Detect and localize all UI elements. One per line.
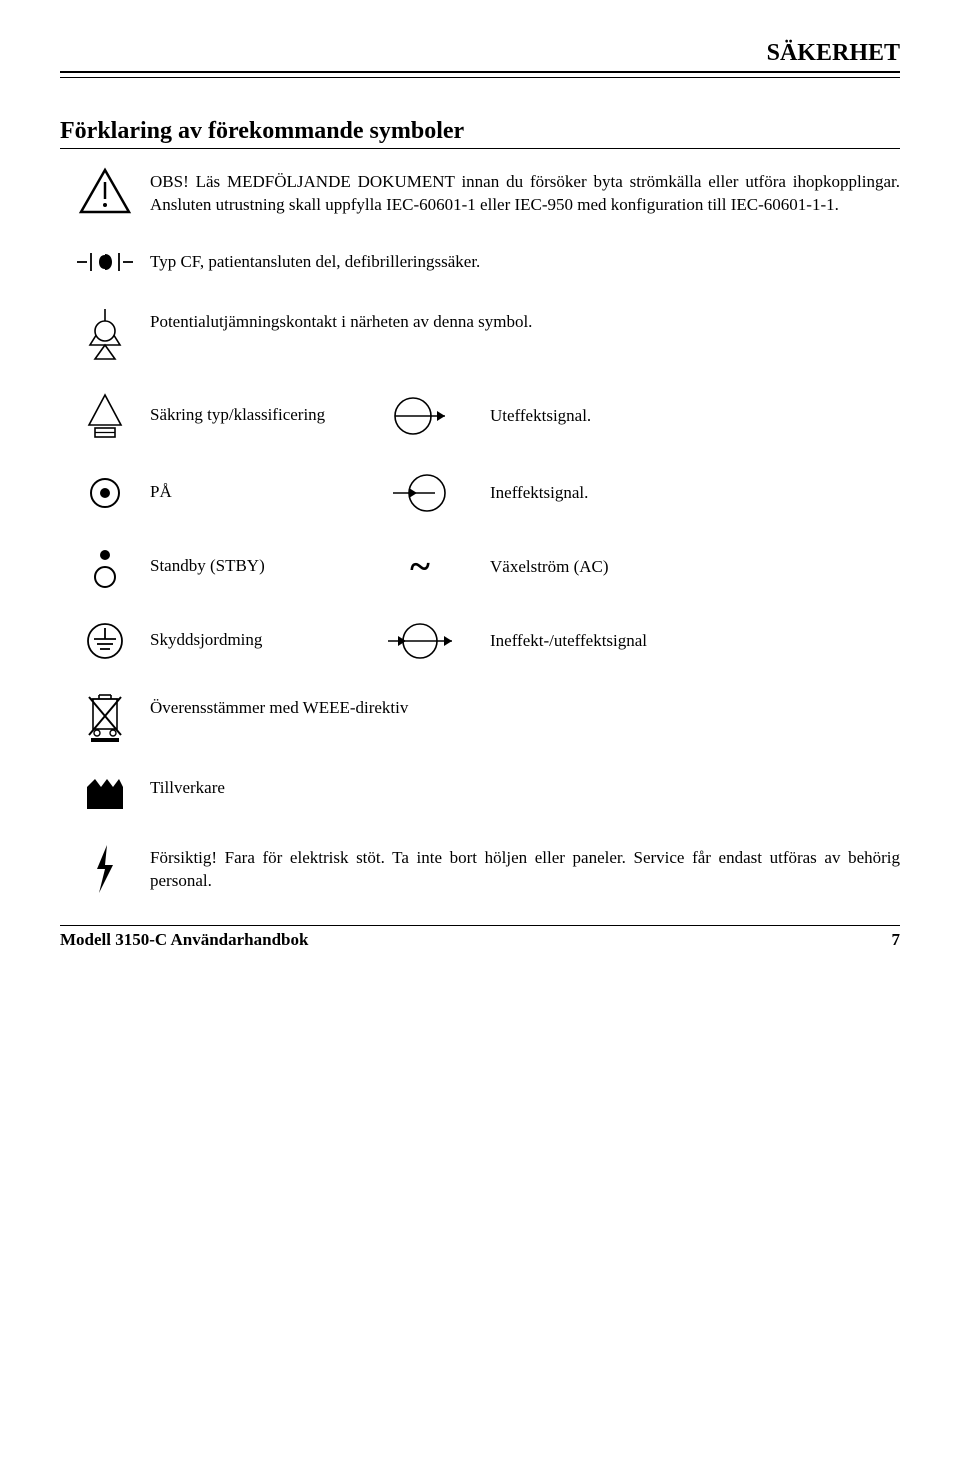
row-warning: OBS! Läs MEDFÖLJANDE DOKUMENT innan du f… (60, 167, 900, 217)
weee-icon (85, 693, 125, 743)
protective-earth-icon (85, 621, 125, 661)
fuse-icon (83, 391, 127, 441)
row-fuse: Säkring typ/klassificering Uteffektsigna… (60, 391, 900, 441)
power-on-icon (87, 475, 123, 511)
row-weee: Överensstämmer med WEEE-direktiv (60, 693, 900, 743)
row-type-cf: ♥ Typ CF, patientansluten del, defibrill… (60, 247, 900, 277)
row-equipotential: Potentialutjämningskontakt i närheten av… (60, 307, 900, 361)
input-signal-icon (385, 471, 455, 515)
type-cf-icon: ♥ (75, 247, 135, 277)
shock-hazard-icon (91, 843, 119, 895)
warning-text: OBS! Läs MEDFÖLJANDE DOKUMENT innan du f… (150, 167, 900, 217)
footer-title: Modell 3150-C Användarhandbok (60, 930, 308, 950)
header-rule (60, 71, 900, 78)
manufacturer-icon (83, 773, 127, 813)
row-shock: Försiktig! Fara för elektrisk stöt. Ta i… (60, 843, 900, 895)
shock-text: Försiktig! Fara för elektrisk stöt. Ta i… (150, 843, 900, 893)
page-header: SÄKERHET (767, 40, 900, 66)
row-on: PÅ Ineffektsignal. (60, 471, 900, 515)
row-earth: Skyddsjordming Ineffekt-/uteffektsignal (60, 619, 900, 663)
equipotential-text: Potentialutjämningskontakt i närheten av… (150, 307, 900, 334)
section-rule (60, 148, 900, 149)
footer-rule (60, 925, 900, 926)
on-text: PÅ (150, 481, 370, 504)
weee-text: Överensstämmer med WEEE-direktiv (150, 693, 900, 720)
section-title: Förklaring av förekommande symboler (60, 118, 900, 145)
input-signal-text: Ineffektsignal. (470, 483, 900, 503)
standby-text: Standby (STBY) (150, 555, 370, 578)
row-standby: Standby (STBY) ~ Växelström (AC) (60, 545, 900, 589)
row-manufacturer: Tillverkare (60, 773, 900, 813)
fuse-text: Säkring typ/klassificering (150, 404, 370, 427)
standby-icon (89, 545, 121, 589)
inout-signal-icon (382, 619, 458, 663)
svg-text:♥: ♥ (100, 252, 111, 272)
earth-text: Skyddsjordming (150, 629, 370, 652)
inout-signal-text: Ineffekt-/uteffektsignal (470, 631, 900, 651)
equipotential-icon (82, 307, 128, 361)
manufacturer-text: Tillverkare (150, 773, 900, 800)
type-cf-text: Typ CF, patientansluten del, defibriller… (150, 247, 900, 274)
page-number: 7 (892, 930, 901, 950)
ac-text: Växelström (AC) (470, 557, 900, 577)
warning-triangle-icon (78, 167, 132, 215)
output-signal-icon (385, 394, 455, 438)
ac-tilde-icon: ~ (410, 548, 430, 586)
output-signal-text: Uteffektsignal. (470, 406, 900, 426)
